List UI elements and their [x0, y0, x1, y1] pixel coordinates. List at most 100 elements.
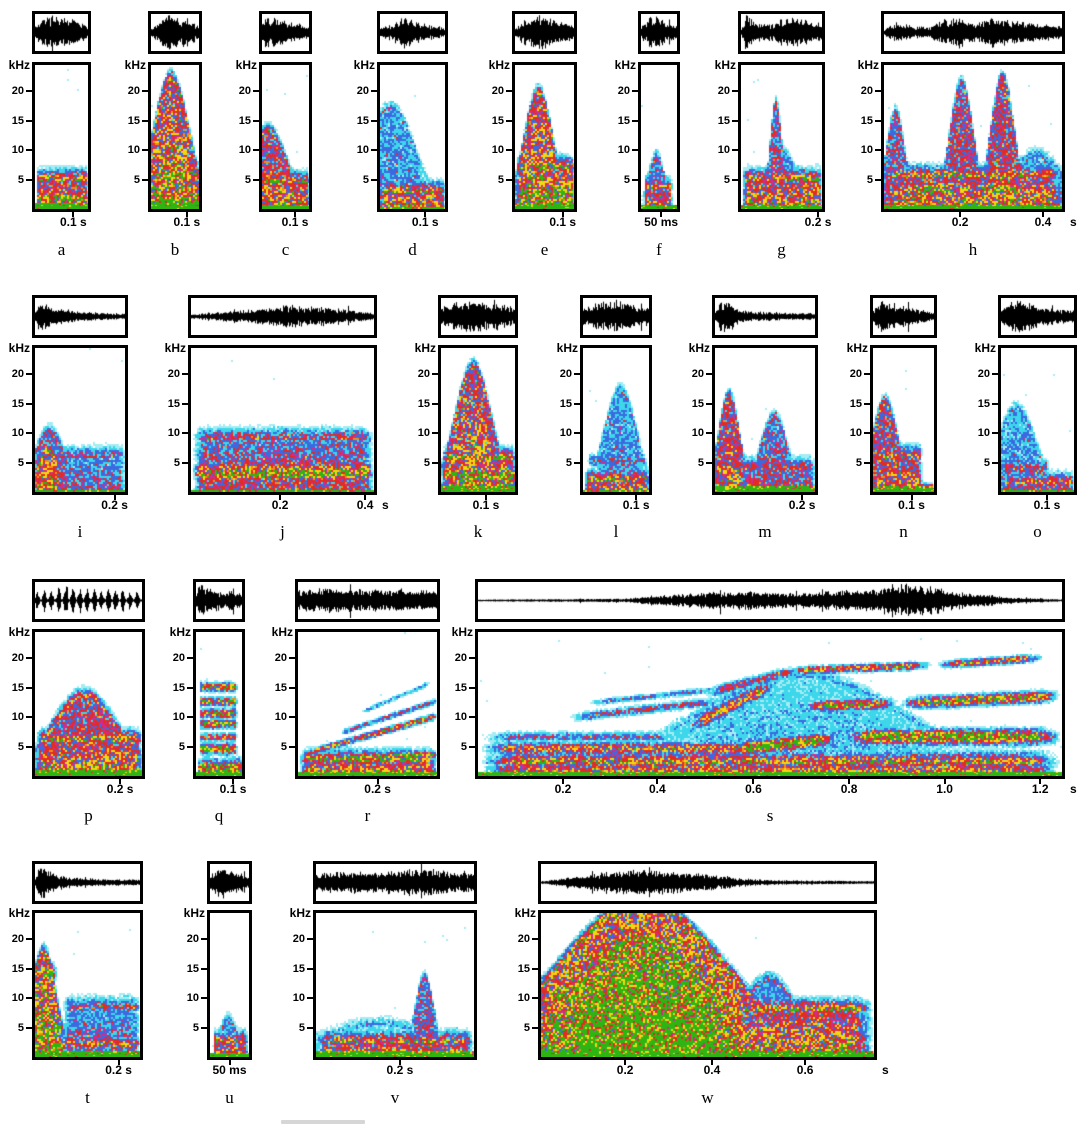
panel-letter-a: a	[57, 240, 66, 259]
x-tick-mark	[424, 211, 427, 217]
spectrogram-box	[313, 910, 477, 1060]
y-tick-mark	[875, 178, 881, 181]
y-tick-mark	[732, 178, 738, 181]
y-axis-unit-label: kHz	[169, 625, 191, 639]
y-tick-label-20: 20	[167, 368, 180, 381]
y-tick-mark	[201, 967, 207, 970]
y-axis-unit-label: kHz	[514, 906, 536, 920]
x-tick-mark	[660, 211, 663, 217]
y-tick-mark	[732, 149, 738, 152]
y-tick-label-20: 20	[292, 933, 305, 946]
y-tick-label-20: 20	[11, 368, 24, 381]
x-axis-tick-label: 0.6	[745, 782, 762, 796]
x-tick-mark	[561, 211, 564, 217]
y-tick-label-10: 10	[11, 144, 24, 157]
panel-letter-h: h	[968, 240, 978, 259]
oscillogram-canvas	[441, 298, 515, 335]
y-tick-mark	[187, 745, 193, 748]
y-tick-label-10: 10	[11, 992, 24, 1005]
y-tick-label-15: 15	[977, 397, 990, 410]
y-tick-label-5: 5	[133, 173, 140, 186]
y-tick-label-5: 5	[723, 173, 730, 186]
y-tick-mark	[506, 90, 512, 93]
y-tick-mark	[864, 461, 870, 464]
spectrogram-canvas	[298, 632, 437, 776]
y-tick-label-20: 20	[186, 933, 199, 946]
y-tick-mark	[864, 402, 870, 405]
y-tick-mark	[26, 461, 32, 464]
panel-letter-u: u	[225, 1088, 234, 1107]
spectrogram-canvas	[1001, 348, 1074, 492]
x-axis-tick-label: 0.1 s	[281, 215, 309, 229]
y-tick-mark	[506, 178, 512, 181]
x-axis-tick-label: 0.2 s	[105, 1063, 132, 1077]
oscillogram-box	[438, 295, 518, 338]
y-tick-mark	[706, 402, 712, 405]
y-tick-label-20: 20	[491, 85, 504, 98]
x-axis-tick-label: 0.2 s	[364, 782, 391, 796]
y-tick-label-20: 20	[11, 933, 24, 946]
y-axis-unit-label: kHz	[414, 341, 436, 355]
y-tick-label-15: 15	[717, 114, 730, 127]
x-tick-mark	[1041, 211, 1044, 217]
y-tick-label-20: 20	[127, 85, 140, 98]
y-tick-label-15: 15	[491, 114, 504, 127]
y-tick-label-15: 15	[454, 681, 467, 694]
y-tick-mark	[532, 967, 538, 970]
y-tick-mark	[432, 373, 438, 376]
y-tick-mark	[289, 745, 295, 748]
panel-letter-e: e	[540, 240, 549, 259]
y-axis-unit-label: kHz	[714, 58, 736, 72]
oscillogram-box	[32, 11, 91, 54]
x-axis-tick-label: 0.1 s	[59, 215, 87, 229]
y-tick-label-5: 5	[178, 740, 185, 753]
y-tick-label-5: 5	[565, 456, 572, 469]
spectrogram-canvas	[35, 348, 125, 492]
spectrogram-box	[870, 345, 937, 495]
y-tick-label-10: 10	[172, 711, 185, 724]
y-tick-mark	[371, 90, 377, 93]
oscillogram-box	[32, 579, 145, 622]
x-tick-mark	[398, 1059, 401, 1065]
x-tick-mark	[561, 778, 564, 784]
y-tick-mark	[371, 178, 377, 181]
y-tick-label-15: 15	[11, 114, 24, 127]
y-axis-unit-label: kHz	[164, 341, 186, 355]
x-tick-mark	[817, 211, 820, 217]
x-tick-mark	[113, 494, 116, 500]
x-axis-tick-label: 0.2	[554, 782, 572, 796]
y-tick-mark	[26, 716, 32, 719]
oscillogram-canvas	[541, 864, 874, 901]
x-tick-mark	[656, 778, 659, 784]
x-axis-tick-label: 1.2	[1031, 782, 1049, 796]
y-tick-mark	[706, 461, 712, 464]
y-axis-unit-label: kHz	[556, 341, 578, 355]
y-tick-mark	[307, 938, 313, 941]
y-axis-unit-label: kHz	[8, 58, 30, 72]
y-tick-mark	[506, 149, 512, 152]
x-tick-mark	[279, 494, 282, 500]
y-axis-unit-label: kHz	[8, 341, 30, 355]
spectrogram-box	[438, 345, 518, 495]
x-tick-mark	[959, 211, 962, 217]
oscillogram-box	[259, 11, 312, 54]
x-axis-tick-label: 0.2 s	[804, 215, 832, 229]
x-tick-mark	[485, 494, 487, 500]
oscillogram-canvas	[151, 14, 199, 51]
y-tick-label-5: 5	[244, 173, 251, 186]
y-tick-label-10: 10	[274, 711, 287, 724]
x-axis-tick-label: 0.4	[648, 782, 666, 796]
oscillogram-box	[738, 11, 825, 54]
panel-letter-c: c	[281, 240, 290, 259]
y-tick-label-15: 15	[274, 681, 287, 694]
y-tick-mark	[142, 149, 148, 152]
y-axis-unit-label: kHz	[235, 58, 257, 72]
y-tick-label-10: 10	[977, 427, 990, 440]
y-tick-mark	[289, 716, 295, 719]
spectrogram-box	[32, 629, 145, 779]
y-tick-label-10: 10	[127, 144, 140, 157]
y-tick-label-20: 20	[274, 652, 287, 665]
y-tick-mark	[632, 149, 638, 152]
oscillogram-box	[32, 861, 143, 904]
oscillogram-box	[538, 861, 877, 904]
